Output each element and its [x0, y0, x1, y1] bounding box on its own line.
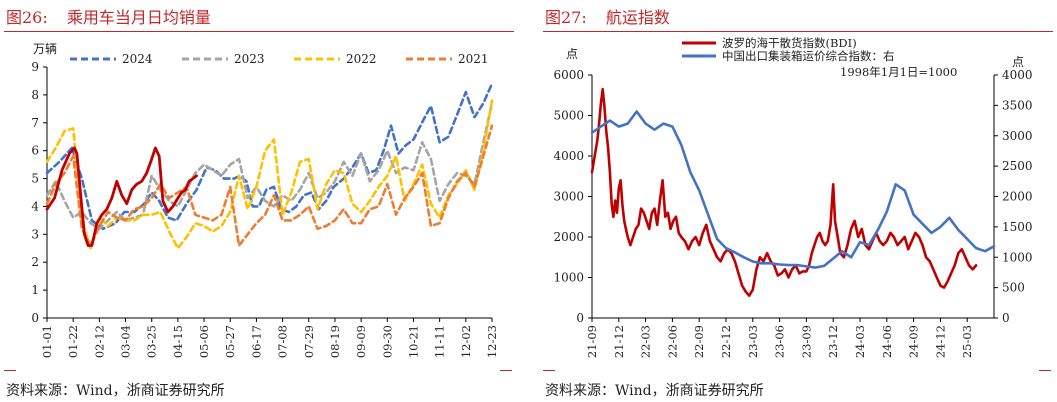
right-x-tick-label: 23-12 [826, 325, 840, 358]
right-footer-rule [543, 370, 555, 371]
series-line-2024 [45, 82, 494, 231]
left-y-unit-label: 万辆 [33, 42, 57, 56]
left-y-tick-label: 3 [31, 227, 39, 241]
left-footer-rule [4, 370, 16, 371]
series-line-2022 [45, 99, 494, 250]
bdi-y-tick-label: 5000 [553, 109, 584, 123]
ccfi-y-tick-label: 2500 [1002, 159, 1033, 173]
left-y-tick-label: 4 [31, 199, 39, 213]
right-figure-title: 图27: 航运指数 [545, 4, 670, 28]
left-figure-title: 图26: 乘用车当月日均销量 [6, 4, 211, 28]
right-x-tick-label: 24-03 [853, 325, 867, 358]
right-x-tick-label: 25-03 [960, 325, 974, 358]
left-figure-label: 图26: [6, 8, 48, 27]
left-x-tick-label: 03-04 [119, 325, 133, 358]
right-x-tick-label: 23-06 [773, 325, 787, 358]
series-line-2023 [45, 102, 494, 231]
left-x-tick-label: 05-06 [197, 325, 211, 358]
legend-label-right: 中国出口集装箱运价综合指数：右 [722, 49, 895, 63]
ccfi-y-tick-label: 0 [1002, 311, 1010, 325]
left-x-tick-label: 09-09 [354, 325, 368, 358]
left-x-tick-label: 11-11 [433, 325, 447, 358]
index-base-note: 1998年1月1日=1000 [840, 65, 957, 79]
ccfi-y-tick-label: 2000 [1002, 190, 1033, 204]
left-y-tick-label: 7 [31, 116, 39, 130]
left-y-tick-label: 2 [31, 255, 39, 269]
legend-label-2023: 2023 [234, 52, 265, 66]
left-x-tick-label: 12-23 [485, 325, 499, 358]
left-y-tick-label: 9 [31, 60, 39, 74]
right-x-tick-label: 22-03 [639, 325, 653, 358]
right-footer-rule-end [1039, 370, 1051, 371]
left-y-tick-label: 8 [31, 88, 39, 102]
series-line-2025 [45, 146, 198, 247]
right-x-tick-label: 21-12 [612, 325, 626, 358]
right-x-tick-label: 23-09 [799, 325, 813, 358]
left-y-tick-label: 1 [31, 283, 39, 297]
left-x-tick-label: 04-15 [171, 325, 185, 358]
left-x-tick-label: 07-08 [276, 325, 290, 358]
left-x-tick-label: 02-12 [92, 325, 106, 358]
ccfi-y-tick-label: 500 [1002, 281, 1025, 295]
bdi-y-tick-label: 3000 [553, 190, 584, 204]
left-x-tick-label: 08-19 [328, 325, 342, 358]
right-x-tick-label: 24-12 [933, 325, 947, 358]
right-x-tick-label: 22-12 [719, 325, 733, 358]
ccfi-y-tick-label: 3500 [1002, 98, 1033, 112]
left-y-tick-label: 6 [31, 144, 39, 158]
left-y-tick-label: 5 [31, 172, 39, 186]
series-line-right [590, 110, 996, 269]
right-x-tick-label: 22-09 [692, 325, 706, 358]
legend-label-2022: 2022 [346, 52, 377, 66]
legend-label-left: 波罗的海干散货指数(BDI) [722, 36, 857, 50]
left-x-tick-label: 10-21 [406, 325, 420, 358]
left-y-tick-label: 0 [31, 311, 39, 325]
bdi-y-tick-label: 6000 [553, 68, 584, 82]
ccfi-y-tick-label: 1500 [1002, 220, 1033, 234]
left-x-tick-label: 01-01 [40, 325, 54, 358]
bdi-y-tick-label: 1000 [553, 271, 584, 285]
left-x-tick-label: 01-22 [66, 325, 80, 358]
right-x-tick-label: 23-03 [746, 325, 760, 358]
left-title-rule [4, 31, 514, 32]
right-source-note: 资料来源：Wind，浙商证券研究所 [545, 383, 764, 399]
left-x-tick-label: 12-02 [459, 325, 473, 358]
ccfi-axis-unit-label: 点 [1012, 55, 1024, 69]
legend-label-2021: 2021 [458, 52, 489, 66]
right-x-tick-label: 21-09 [585, 325, 599, 358]
series-line-left [590, 87, 978, 297]
ccfi-y-tick-label: 1000 [1002, 250, 1033, 264]
bdi-axis-unit-label: 点 [566, 47, 578, 61]
series-line-2021 [45, 124, 494, 247]
left-x-tick-label: 06-17 [249, 325, 263, 358]
left-x-tick-label: 09-30 [380, 325, 394, 358]
left-x-tick-label: 05-27 [223, 325, 237, 358]
right-x-tick-label: 22-06 [665, 325, 679, 358]
left-x-tick-label: 07-29 [302, 325, 316, 358]
bdi-y-tick-label: 4000 [553, 149, 584, 163]
left-footer-rule-end [500, 370, 512, 371]
left-chart-title: 乘用车当月日均销量 [66, 8, 211, 27]
right-figure-label: 图27: [545, 8, 587, 27]
legend-label-2024: 2024 [122, 52, 153, 66]
right-x-tick-label: 24-09 [907, 325, 921, 358]
ccfi-y-tick-label: 4000 [1002, 68, 1033, 82]
left-x-tick-label: 03-25 [145, 325, 159, 358]
right-title-rule [543, 31, 1053, 32]
ccfi-y-tick-label: 3000 [1002, 129, 1033, 143]
bdi-y-tick-label: 0 [576, 311, 584, 325]
right-x-tick-label: 24-06 [880, 325, 894, 358]
bdi-y-tick-label: 2000 [553, 230, 584, 244]
right-chart-title: 航运指数 [605, 8, 670, 27]
left-source-note: 资料来源：Wind，浙商证券研究所 [6, 383, 225, 399]
